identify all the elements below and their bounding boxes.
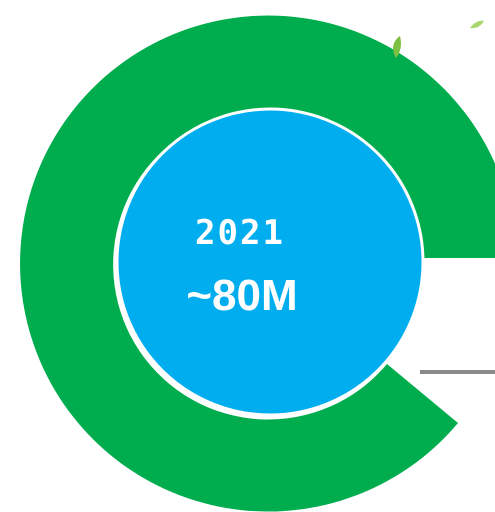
leaf (393, 36, 401, 58)
blue-circle (115, 107, 425, 417)
leaf (470, 20, 484, 29)
year-label: 2021 (195, 213, 285, 253)
green-ring (20, 15, 495, 512)
value-label: ~80M (186, 271, 297, 320)
